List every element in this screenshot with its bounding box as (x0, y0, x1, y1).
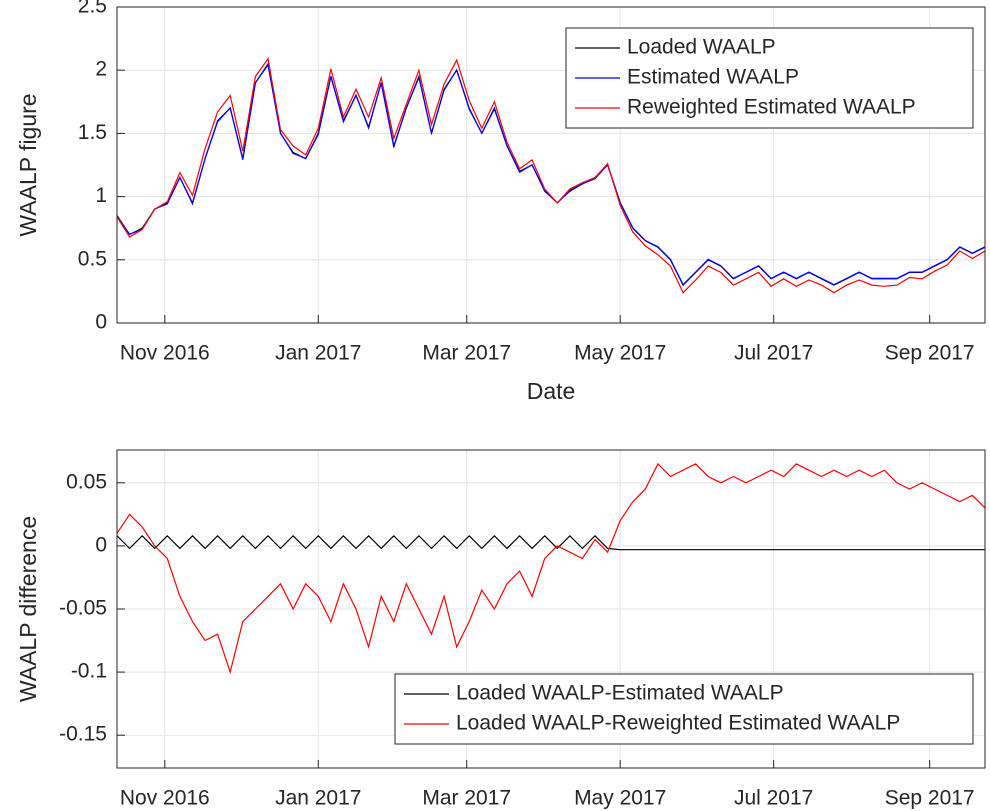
legend-box (394, 673, 974, 745)
y-tick-label: 1 (95, 184, 107, 207)
axes-frame (116, 6, 986, 324)
legend-label: Estimated WAALP (627, 66, 799, 89)
y-tick-label: -0.05 (59, 597, 107, 620)
x-tick-label: Sep 2017 (885, 787, 975, 810)
y-tick-label: 1.5 (78, 121, 107, 144)
x-tick-label: Nov 2016 (120, 787, 210, 810)
x-tick-label: Jul 2017 (734, 342, 813, 365)
y-tick-label: 0 (95, 533, 107, 556)
legend-box (565, 27, 974, 129)
y-tick-label: 0.05 (66, 470, 107, 493)
legend-label: Reweighted Estimated WAALP (627, 96, 916, 119)
series-line (117, 462, 985, 675)
series-line (117, 534, 985, 551)
y-tick-label: -0.1 (71, 660, 107, 683)
x-tick-label: Jul 2017 (734, 787, 813, 810)
legend: Loaded WAALP Estimated WAALP Reweighted Es… (565, 27, 974, 129)
x-tick-label: Nov 2016 (120, 342, 210, 365)
series-line (117, 63, 985, 286)
x-axis-label: Date (527, 378, 576, 404)
y-tick-label: 0 (95, 311, 107, 334)
axes-frame (116, 449, 986, 769)
legend: Loaded WAALP-Estimated WAALP Loaded WAALP… (394, 673, 974, 745)
x-tick-label: Sep 2017 (885, 342, 975, 365)
series-line (117, 57, 985, 294)
y-axis-label: WAALP difference (15, 516, 41, 702)
y-tick-label: 2 (95, 58, 107, 81)
x-tick-label: Jan 2017 (275, 342, 361, 365)
legend-label: Loaded WAALP (627, 36, 776, 59)
legend-label: Loaded WAALP-Estimated WAALP (456, 682, 784, 705)
x-tick-label: Mar 2017 (422, 787, 511, 810)
x-tick-label: May 2017 (574, 342, 666, 365)
x-tick-label: Mar 2017 (422, 342, 511, 365)
y-tick-label: 2.5 (78, 0, 107, 18)
x-tick-label: May 2017 (574, 787, 666, 810)
y-tick-label: -0.15 (59, 723, 107, 746)
legend-label: Loaded WAALP-Reweighted Estimated WAALP (456, 712, 900, 735)
y-axis-label: WAALP figure (15, 93, 41, 236)
y-tick-label: 0.5 (78, 247, 107, 270)
x-tick-label: Jan 2017 (275, 787, 361, 810)
